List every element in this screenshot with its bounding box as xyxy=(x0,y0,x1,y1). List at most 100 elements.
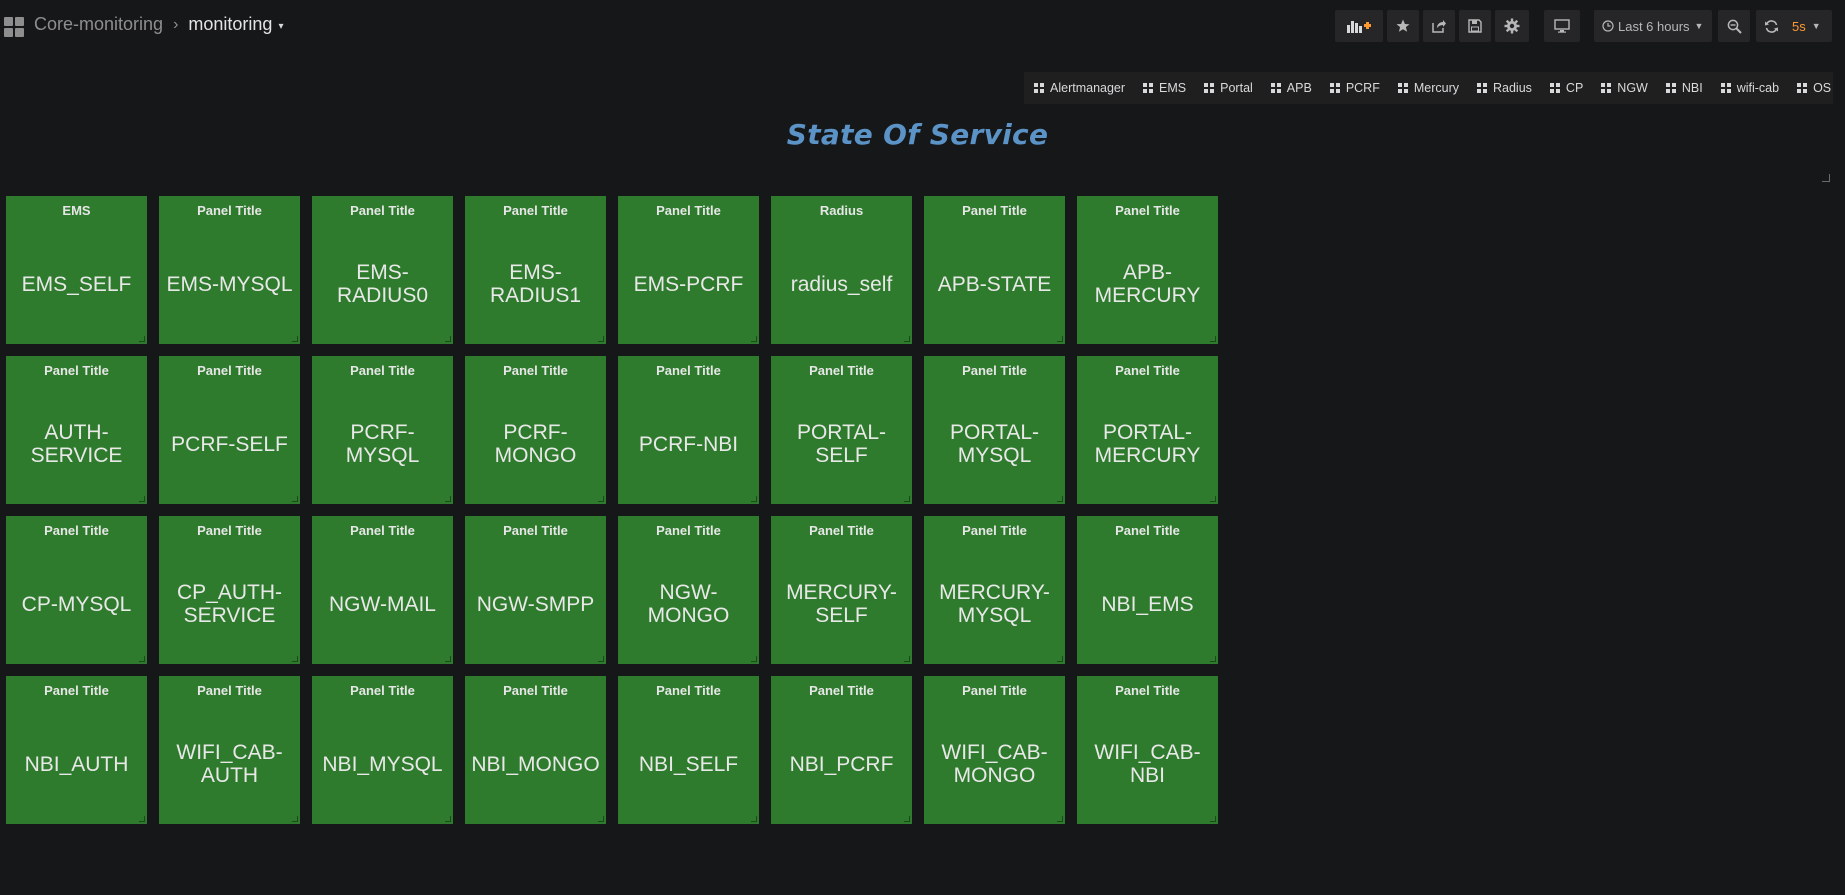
panel-title[interactable]: Panel Title xyxy=(503,363,568,378)
singlestat-panel[interactable]: Panel Title NGW-MAIL xyxy=(312,516,453,664)
panel-resize-handle[interactable] xyxy=(1210,496,1216,502)
singlestat-panel[interactable]: Panel Title NBI_AUTH xyxy=(6,676,147,824)
singlestat-panel[interactable]: Panel Title PORTAL-MYSQL xyxy=(924,356,1065,504)
dashboard-link[interactable]: NBI xyxy=(1665,81,1703,95)
panel-title[interactable]: Panel Title xyxy=(197,523,262,538)
caret-down-icon[interactable]: ▾ xyxy=(278,21,284,32)
dashboard-link[interactable]: PCRF xyxy=(1329,81,1380,95)
panel-title[interactable]: Panel Title xyxy=(197,203,262,218)
panel-title[interactable]: Panel Title xyxy=(350,523,415,538)
singlestat-panel[interactable]: Panel Title NGW-SMPP xyxy=(465,516,606,664)
singlestat-panel[interactable]: Panel Title CP-MYSQL xyxy=(6,516,147,664)
panel-resize-handle[interactable] xyxy=(1210,656,1216,662)
singlestat-panel[interactable]: Panel Title PCRF-SELF xyxy=(159,356,300,504)
panel-resize-handle[interactable] xyxy=(598,656,604,662)
panel-title[interactable]: Panel Title xyxy=(44,683,109,698)
panel-title[interactable]: Panel Title xyxy=(350,683,415,698)
singlestat-panel[interactable]: Panel Title NBI_MONGO xyxy=(465,676,606,824)
breadcrumb-folder[interactable]: Core-monitoring xyxy=(34,14,164,34)
panel-resize-handle[interactable] xyxy=(751,816,757,822)
dashboard-link[interactable]: APB xyxy=(1270,81,1312,95)
panel-resize-handle[interactable] xyxy=(1057,656,1063,662)
panel-title[interactable]: Panel Title xyxy=(197,683,262,698)
dashboard-link[interactable]: wifi-cab xyxy=(1720,81,1779,95)
panel-resize-handle[interactable] xyxy=(751,496,757,502)
panel-title[interactable]: Panel Title xyxy=(503,523,568,538)
panel-title[interactable]: Panel Title xyxy=(1115,363,1180,378)
panel-resize-handle[interactable] xyxy=(751,336,757,342)
panel-resize-handle[interactable] xyxy=(139,336,145,342)
dashboard-link[interactable]: OS xyxy=(1797,81,1831,95)
panel-resize-handle[interactable] xyxy=(904,496,910,502)
refresh-button[interactable]: 5s ▼ xyxy=(1756,10,1832,42)
panel-title[interactable]: Panel Title xyxy=(656,683,721,698)
singlestat-panel[interactable]: Panel Title EMS-MYSQL xyxy=(159,196,300,344)
panel-title[interactable]: Panel Title xyxy=(44,363,109,378)
singlestat-panel[interactable]: Panel Title NBI_SELF xyxy=(618,676,759,824)
panel-resize-handle[interactable] xyxy=(1057,816,1063,822)
singlestat-panel[interactable]: Panel Title NGW-MONGO xyxy=(618,516,759,664)
panel-resize-handle[interactable] xyxy=(445,656,451,662)
panel-resize-handle[interactable] xyxy=(904,336,910,342)
text-panel-resize-handle[interactable] xyxy=(1822,174,1830,182)
singlestat-panel[interactable]: Panel Title EMS-PCRF xyxy=(618,196,759,344)
panel-resize-handle[interactable] xyxy=(445,336,451,342)
panel-resize-handle[interactable] xyxy=(139,816,145,822)
panel-title[interactable]: Panel Title xyxy=(809,363,874,378)
dashboard-link[interactable]: Portal xyxy=(1204,81,1253,95)
zoom-out-button[interactable] xyxy=(1718,10,1750,42)
singlestat-panel[interactable]: Panel Title PORTAL-MERCURY xyxy=(1077,356,1218,504)
singlestat-panel[interactable]: Panel Title EMS-RADIUS0 xyxy=(312,196,453,344)
add-panel-button[interactable] xyxy=(1335,10,1383,42)
singlestat-panel[interactable]: Radius radius_self xyxy=(771,196,912,344)
panel-resize-handle[interactable] xyxy=(292,816,298,822)
panel-title[interactable]: Panel Title xyxy=(656,363,721,378)
dashboard-link[interactable]: Alertmanager xyxy=(1034,81,1125,95)
dashboard-link[interactable]: Radius xyxy=(1477,81,1532,95)
panel-resize-handle[interactable] xyxy=(598,336,604,342)
singlestat-panel[interactable]: Panel Title MERCURY-SELF xyxy=(771,516,912,664)
panel-title[interactable]: Panel Title xyxy=(1115,683,1180,698)
dashboard-link[interactable]: Mercury xyxy=(1397,81,1459,95)
panel-resize-handle[interactable] xyxy=(292,656,298,662)
panel-title[interactable]: Panel Title xyxy=(350,203,415,218)
panel-resize-handle[interactable] xyxy=(904,816,910,822)
star-dashboard-button[interactable] xyxy=(1387,10,1419,42)
singlestat-panel[interactable]: Panel Title APB-MERCURY xyxy=(1077,196,1218,344)
panel-title[interactable]: Panel Title xyxy=(197,363,262,378)
panel-title[interactable]: Panel Title xyxy=(656,523,721,538)
panel-resize-handle[interactable] xyxy=(1210,816,1216,822)
panel-title[interactable]: Panel Title xyxy=(350,363,415,378)
panel-title[interactable]: Panel Title xyxy=(656,203,721,218)
panel-resize-handle[interactable] xyxy=(1057,496,1063,502)
panel-title[interactable]: Panel Title xyxy=(962,203,1027,218)
panel-title[interactable]: Panel Title xyxy=(962,683,1027,698)
singlestat-panel[interactable]: Panel Title NBI_PCRF xyxy=(771,676,912,824)
panel-title[interactable]: Panel Title xyxy=(1115,523,1180,538)
panel-title[interactable]: Panel Title xyxy=(962,523,1027,538)
panel-resize-handle[interactable] xyxy=(445,496,451,502)
dashboard-link[interactable]: CP xyxy=(1549,81,1583,95)
singlestat-panel[interactable]: Panel Title WIFI_CAB-AUTH xyxy=(159,676,300,824)
refresh-interval-label[interactable]: 5s xyxy=(1792,18,1806,34)
panel-resize-handle[interactable] xyxy=(1210,336,1216,342)
panel-title[interactable]: Panel Title xyxy=(503,683,568,698)
singlestat-panel[interactable]: Panel Title APB-STATE xyxy=(924,196,1065,344)
caret-down-icon[interactable]: ▼ xyxy=(1811,21,1821,31)
singlestat-panel[interactable]: Panel Title PCRF-NBI xyxy=(618,356,759,504)
panel-resize-handle[interactable] xyxy=(292,336,298,342)
dashboard-link[interactable]: EMS xyxy=(1143,81,1186,95)
singlestat-panel[interactable]: Panel Title WIFI_CAB-NBI xyxy=(1077,676,1218,824)
dashboard-title[interactable]: monitoring xyxy=(188,14,273,34)
dashboard-settings-button[interactable] xyxy=(1495,10,1529,42)
panel-resize-handle[interactable] xyxy=(139,496,145,502)
singlestat-panel[interactable]: Panel Title PCRF-MONGO xyxy=(465,356,606,504)
panel-resize-handle[interactable] xyxy=(1057,336,1063,342)
dashboard-link[interactable]: NGW xyxy=(1601,81,1648,95)
panel-resize-handle[interactable] xyxy=(598,816,604,822)
singlestat-panel[interactable]: Panel Title MERCURY-MYSQL xyxy=(924,516,1065,664)
panel-title[interactable]: EMS xyxy=(62,203,91,218)
singlestat-panel[interactable]: Panel Title PCRF-MYSQL xyxy=(312,356,453,504)
panel-title[interactable]: Panel Title xyxy=(1115,203,1180,218)
panel-title[interactable]: Panel Title xyxy=(44,523,109,538)
